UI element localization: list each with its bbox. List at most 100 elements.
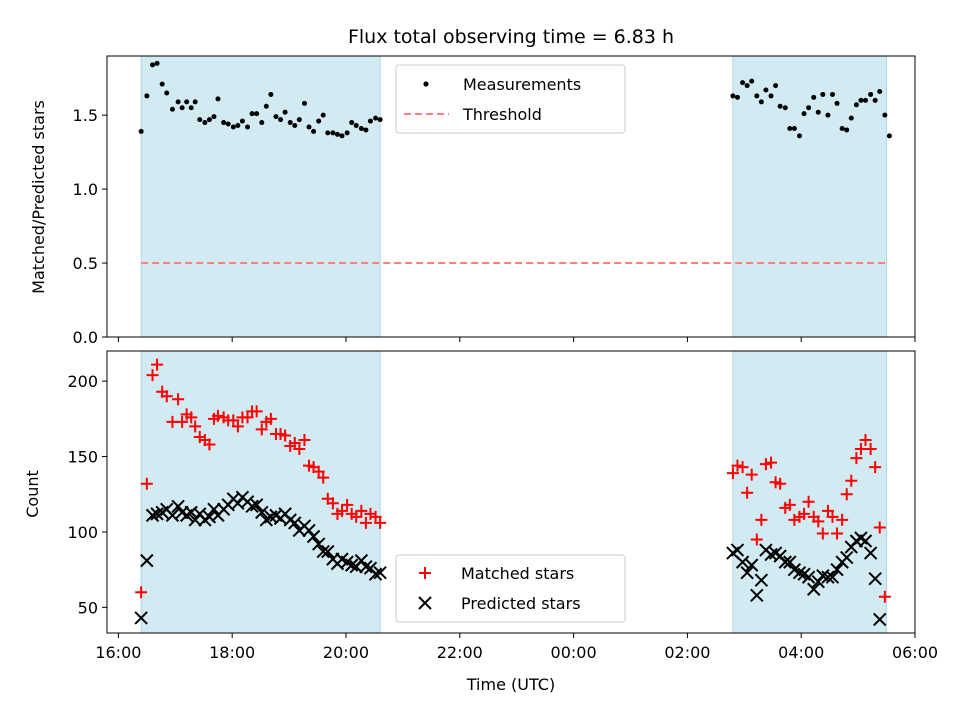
top-x-ticks [117, 337, 916, 342]
matched-stars-point [341, 498, 354, 511]
matched-stars-point [731, 459, 744, 472]
x-tick-label: 22:00 [437, 643, 483, 662]
measurements-point [373, 115, 379, 121]
matched-stars-point [279, 429, 292, 442]
measurements-point [749, 78, 755, 84]
legend-measurements-marker [423, 81, 429, 87]
bottom-plot-marks [134, 358, 891, 627]
matched-stars-point [798, 507, 811, 520]
predicted-stars-point [740, 565, 754, 580]
legend-threshold-label: Threshold [462, 105, 542, 124]
bottom-x-ticks: 16:00 18:00 20:00 22:00 00:00 02:00 04:00 06:00 [95, 633, 938, 662]
measurements-point [872, 97, 878, 103]
measurements-point [763, 87, 769, 93]
measurements-point [211, 114, 217, 120]
measurements-point [330, 130, 336, 136]
legend-matched-label: Matched stars [461, 564, 574, 583]
measurements-point [882, 112, 888, 118]
matched-stars-point [355, 504, 368, 517]
measurements-point [138, 128, 144, 134]
predicted-stars-point [368, 567, 383, 581]
matched-stars-point [836, 513, 849, 526]
predicted-stars-point [830, 562, 844, 577]
matched-stars-point [255, 423, 268, 436]
measurements-point [184, 99, 190, 105]
predicted-stars-point [783, 555, 797, 569]
legend-predicted-marker [418, 596, 432, 610]
measurements-point [150, 62, 156, 68]
measurements-point [164, 90, 170, 96]
measurements-point [734, 94, 740, 100]
measurements-point [868, 91, 874, 97]
top-axes-frame [106, 55, 916, 338]
matched-stars-point [151, 358, 164, 371]
predicted-stars-point [873, 612, 887, 627]
matched-stars-point [176, 415, 189, 428]
predicted-stars-point [255, 505, 269, 520]
measurements-point [754, 93, 760, 99]
measurements-point [349, 120, 355, 126]
top-plot-marks [138, 60, 892, 265]
matched-stars-point [359, 516, 372, 529]
matched-stars-point [765, 456, 778, 469]
predicted-stars-point [807, 582, 821, 596]
matched-stars-point [312, 465, 325, 478]
matched-stars-point [189, 420, 202, 433]
matched-stars-point [369, 510, 382, 523]
predicted-stars-point [316, 544, 330, 559]
matched-stars-point [336, 504, 349, 517]
matched-stars-point [755, 513, 768, 526]
x-tick-label: 18:00 [209, 643, 255, 662]
matched-stars-point [816, 527, 829, 540]
predicted-stars-point [778, 555, 792, 569]
measurements-point [787, 125, 793, 131]
measurements-point [344, 130, 350, 136]
top-y-axis-label: Matched/Predicted stars [29, 100, 48, 294]
matched-stars-point [826, 510, 839, 523]
measurements-point [268, 91, 274, 97]
bottom-y-tick-label: 50 [78, 598, 98, 617]
measurements-point [154, 60, 160, 66]
top-legend: Measurements Threshold [395, 64, 626, 134]
measurements-point [334, 131, 340, 137]
predicted-stars-point [750, 588, 764, 603]
measurements-point [306, 124, 312, 130]
matched-stars-point [741, 486, 754, 499]
measurements-point [206, 117, 212, 123]
measurements-point [282, 109, 288, 115]
matched-stars-point [241, 411, 254, 424]
x-tick-label: 20:00 [323, 643, 369, 662]
predicted-stars-point [245, 499, 259, 514]
predicted-stars-point [344, 558, 359, 572]
matched-stars-point [203, 438, 216, 451]
measurements-point [311, 128, 317, 134]
measurements-point [273, 114, 279, 120]
predicted-stars-point [792, 565, 807, 580]
matched-stars-point [821, 504, 834, 517]
matched-stars-point [859, 433, 872, 446]
predicted-stars-point [249, 498, 264, 512]
predicted-stars-point [801, 570, 816, 584]
predicted-stars-point [735, 555, 750, 569]
measurements-point [811, 94, 817, 100]
matched-stars-point [350, 510, 363, 523]
measurements-point [215, 96, 221, 102]
x-tick-label: 06:00 [892, 643, 938, 662]
predicted-stars-point [134, 611, 148, 625]
bottom-panel: 50 100 150 200 16:00 18:00 20:00 22:00 00:00 02:… [23, 350, 938, 694]
top-shaded-interval [141, 56, 381, 337]
matched-stars-point [185, 411, 198, 424]
matched-stars-point [231, 420, 244, 433]
matched-stars-point [802, 495, 815, 508]
measurements-point [159, 81, 165, 87]
top-panel: 0.0 0.5 1.0 1.5 Matched/Predicted stars Mea… [29, 55, 916, 347]
measurements-point [820, 91, 826, 97]
measurements-point [292, 123, 298, 129]
matched-stars-point [726, 467, 739, 480]
measurements-point [353, 123, 359, 129]
measurements-point [188, 105, 194, 111]
predicted-stars-point [354, 553, 369, 568]
predicted-stars-point [321, 544, 335, 559]
measurements-point [877, 88, 883, 94]
bottom-axes-frame [106, 350, 916, 634]
